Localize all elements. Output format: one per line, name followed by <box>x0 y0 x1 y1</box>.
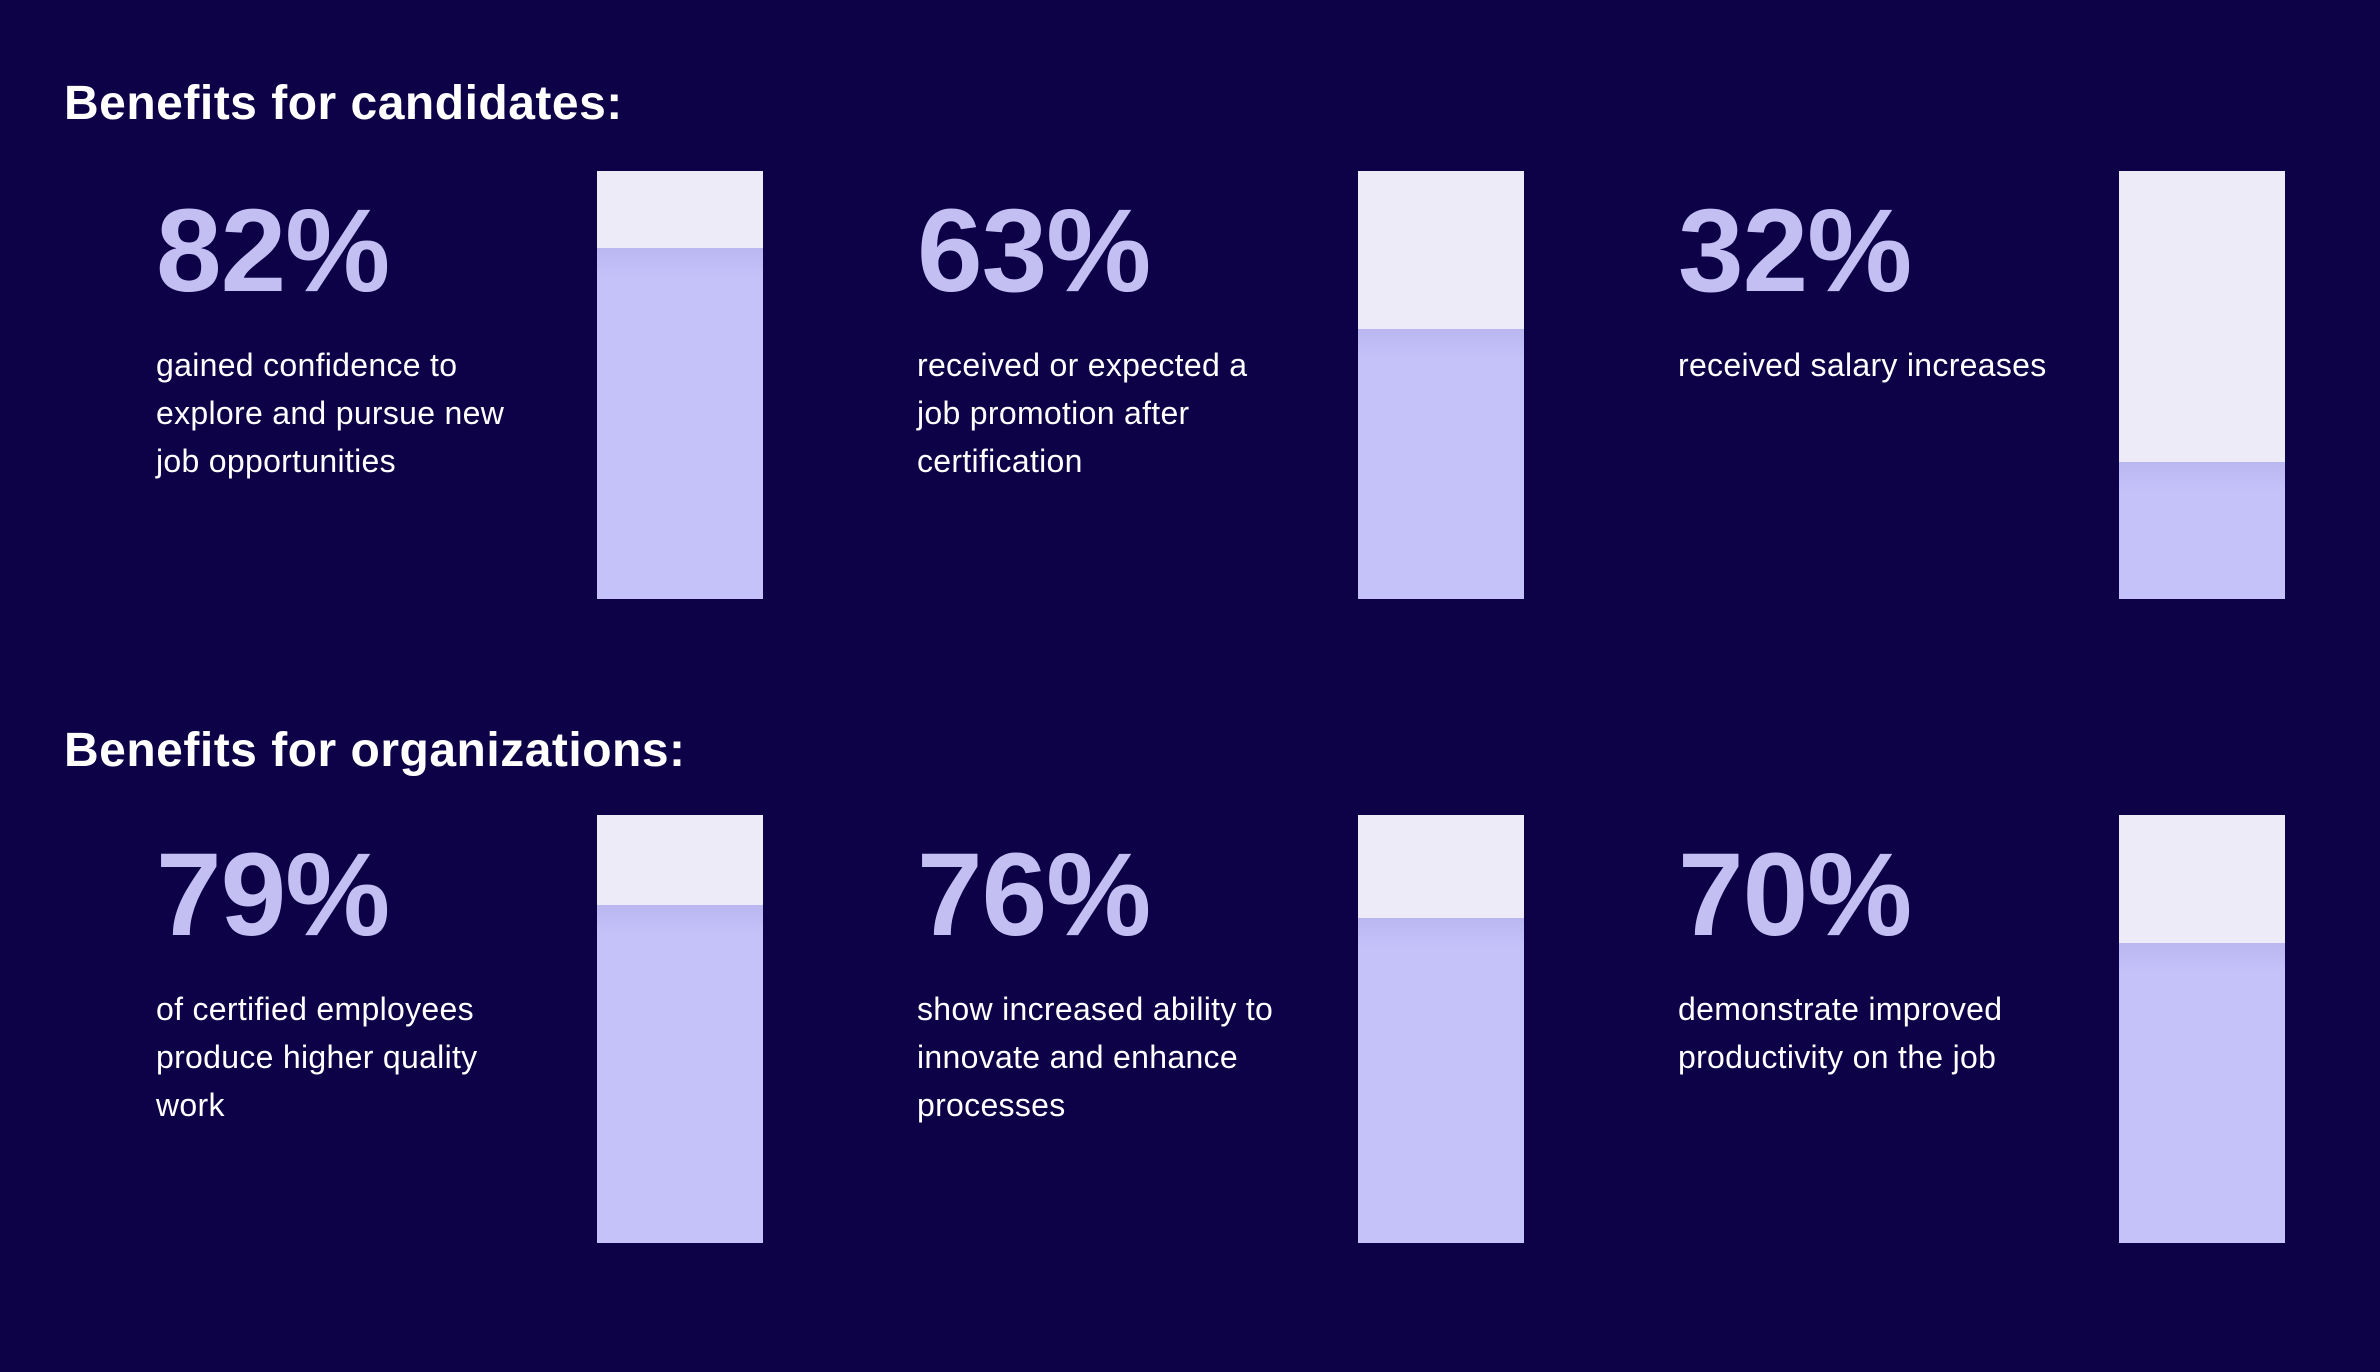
progress-bar <box>2119 815 2285 1243</box>
stat-percentage: 32% <box>1678 185 1912 317</box>
stat-percentage: 76% <box>917 829 1151 961</box>
stat-text-block: 82% gained confidence to explore and pur… <box>156 192 581 485</box>
progress-bar-fill <box>597 248 763 599</box>
progress-bar <box>1358 171 1524 599</box>
stat-text-block: 79% of certified employees produce highe… <box>156 836 581 1129</box>
stat-text-block: 70% demonstrate improved productivity on… <box>1678 836 2103 1081</box>
stat-row-organizations: 79% of certified employees produce highe… <box>156 815 2380 1243</box>
progress-bar-fill <box>1358 329 1524 599</box>
section-heading-candidates: Benefits for candidates: <box>64 76 623 130</box>
stat-percentage: 79% <box>156 829 390 961</box>
stat-card-salary: 32% received salary increases <box>1678 171 2380 599</box>
progress-bar-fill <box>2119 462 2285 599</box>
progress-bar <box>597 815 763 1243</box>
stat-percentage: 82% <box>156 185 390 317</box>
progress-bar-fill <box>597 904 763 1243</box>
stat-card-quality: 79% of certified employees produce highe… <box>156 815 917 1243</box>
stat-percentage: 70% <box>1678 829 1912 961</box>
stat-description: show increased ability to innovate and e… <box>917 991 1274 1123</box>
stat-card-confidence: 82% gained confidence to explore and pur… <box>156 171 917 599</box>
stat-description: received salary increases <box>1678 347 2047 383</box>
stat-description: of certified employees produce higher qu… <box>156 991 478 1123</box>
section-heading-organizations: Benefits for organizations: <box>64 723 686 777</box>
stat-text-block: 63% received or expected a job promotion… <box>917 192 1342 485</box>
progress-bar <box>1358 815 1524 1243</box>
stat-description: gained confidence to explore and pursue … <box>156 347 505 479</box>
stat-percentage: 63% <box>917 185 1151 317</box>
stat-text-block: 76% show increased ability to innovate a… <box>917 836 1342 1129</box>
stat-card-innovation: 76% show increased ability to innovate a… <box>917 815 1678 1243</box>
stat-text-block: 32% received salary increases <box>1678 192 2103 389</box>
stat-card-promotion: 63% received or expected a job promotion… <box>917 171 1678 599</box>
stat-row-candidates: 82% gained confidence to explore and pur… <box>156 171 2380 599</box>
stat-description: demonstrate improved productivity on the… <box>1678 991 2003 1075</box>
stat-card-productivity: 70% demonstrate improved productivity on… <box>1678 815 2380 1243</box>
progress-bar <box>2119 171 2285 599</box>
progress-bar-fill <box>2119 943 2285 1243</box>
stat-description: received or expected a job promotion aft… <box>917 347 1248 479</box>
progress-bar-fill <box>1358 917 1524 1243</box>
progress-bar <box>597 171 763 599</box>
